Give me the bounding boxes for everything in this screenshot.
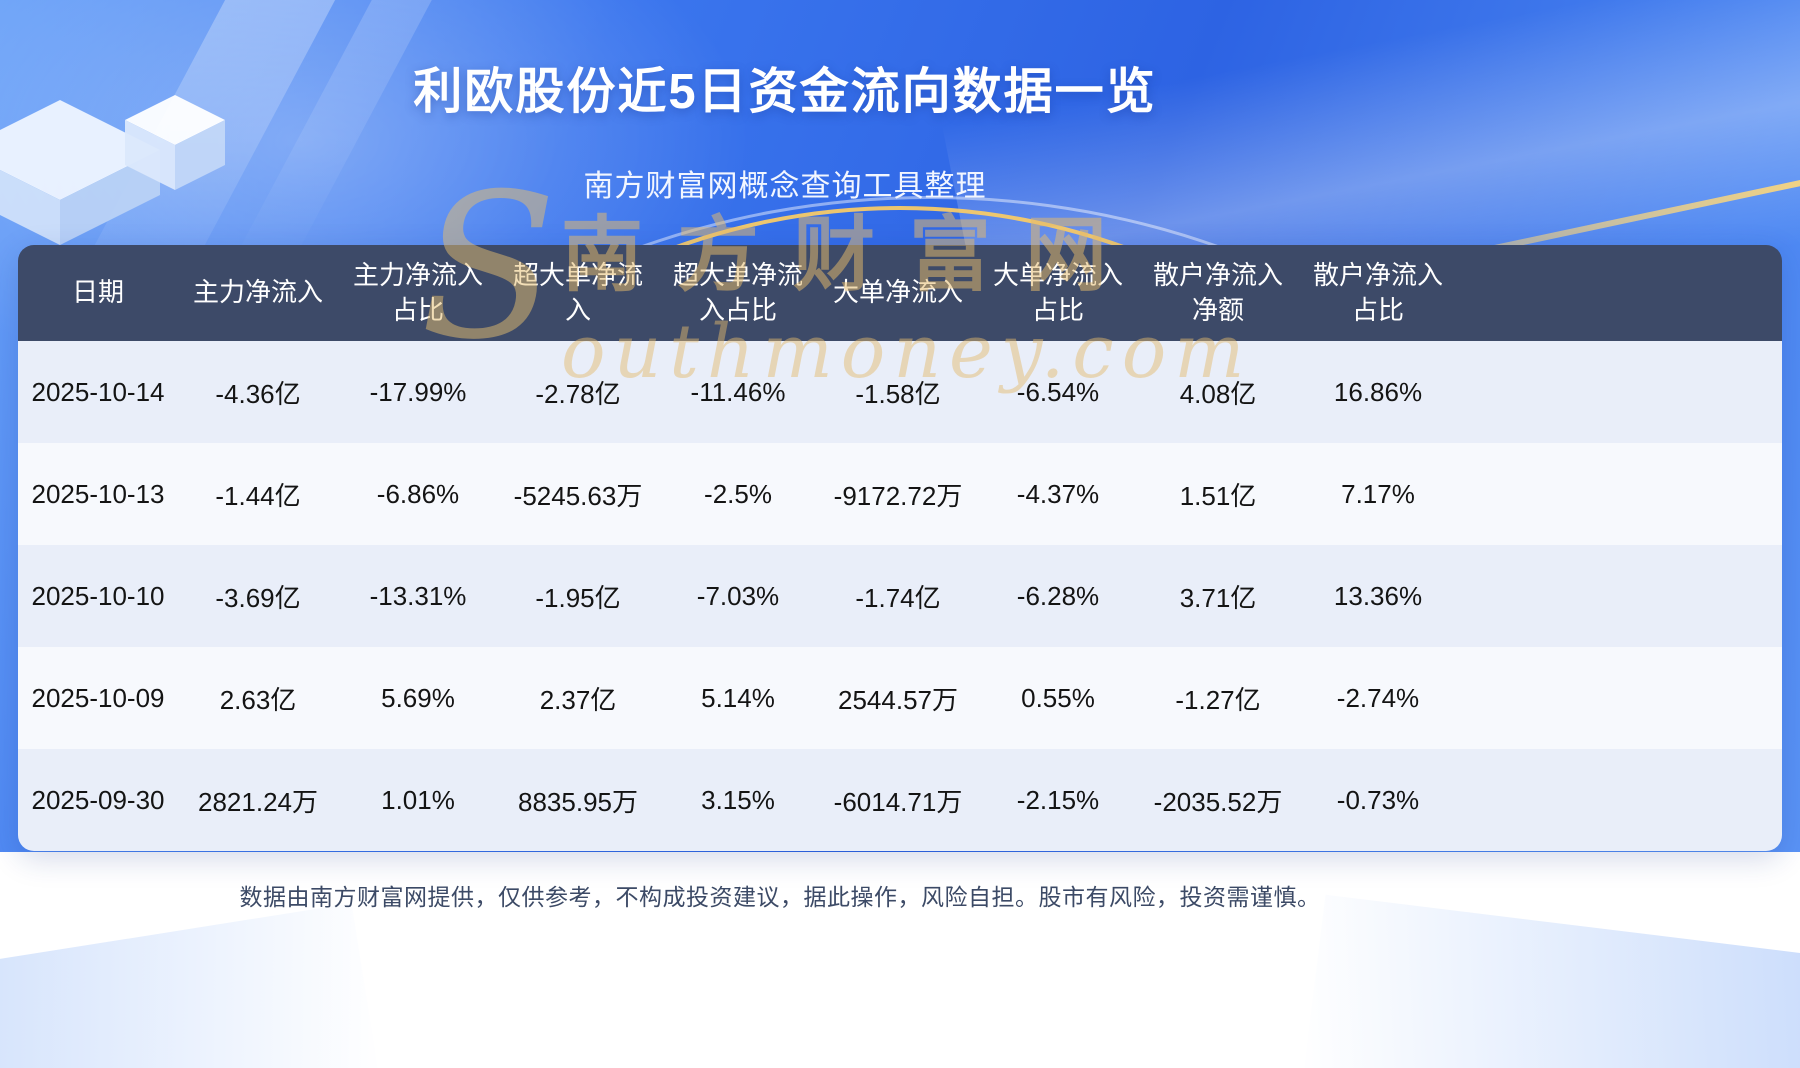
date-cell: 2025-09-30 [18,749,178,851]
value-cell: 1.01% [338,749,498,851]
column-header: 大单净流入 [818,245,978,341]
date-cell: 2025-10-09 [18,647,178,749]
header-filler [1458,245,1782,341]
table-row: 2025-10-10 -3.69亿 -13.31% -1.95亿 -7.03% -1.74… [18,545,1782,647]
date-cell: 2025-10-10 [18,545,178,647]
fund-flow-table: 日期 主力净流入 主力净流入 占比 超大单净流 入超大单净流 入占比 大单净流入 大单净流… [18,245,1782,851]
date-cell: 2025-10-14 [18,341,178,443]
value-cell: 13.36% [1298,545,1458,647]
table-header-row: 日期 主力净流入 主力净流入 占比 超大单净流 入超大单净流 入占比 大单净流入 大单净流… [18,245,1782,341]
footer: 数据由南方财富网提供，仅供参考，不构成投资建议，据此操作，风险自担。股市有风险，… [0,852,1800,1068]
column-header: 主力净流入 占比 [338,245,498,341]
value-cell: 8835.95万 [498,749,658,851]
value-cell: -9172.72万 [818,443,978,545]
value-cell: 2.63亿 [178,647,338,749]
value-cell: -2.15% [978,749,1138,851]
row-filler [1458,647,1782,749]
value-cell: -2.74% [1298,647,1458,749]
date-cell: 2025-10-13 [18,443,178,545]
column-header: 散户净流入 占比 [1298,245,1458,341]
value-cell: -1.44亿 [178,443,338,545]
value-cell: 0.55% [978,647,1138,749]
value-cell: 2.37亿 [498,647,658,749]
row-filler [1458,545,1782,647]
table-row: 2025-10-09 2.63亿 5.69% 2.37亿 5.14% 2544.57万 0.… [18,647,1782,749]
value-cell: -6.28% [978,545,1138,647]
value-cell: -0.73% [1298,749,1458,851]
value-cell: -2035.52万 [1138,749,1298,851]
table-row: 2025-10-14 -4.36亿 -17.99% -2.78亿 -11.46% -1.5… [18,341,1782,443]
value-cell: -4.36亿 [178,341,338,443]
value-cell: 7.17% [1298,443,1458,545]
table-row: 2025-10-13 -1.44亿 -6.86% -5245.63万 -2.5% -917… [18,443,1782,545]
value-cell: 16.86% [1298,341,1458,443]
value-cell: 2544.57万 [818,647,978,749]
table-row: 2025-09-30 2821.24万 1.01% 8835.95万 3.15% -601… [18,749,1782,851]
fund-flow-table-grid: 日期 主力净流入 主力净流入 占比 超大单净流 入超大单净流 入占比 大单净流入 大单净流… [18,245,1782,851]
value-cell: -3.69亿 [178,545,338,647]
column-header: 散户净流入 净额 [1138,245,1298,341]
value-cell: 5.14% [658,647,818,749]
value-cell: -2.5% [658,443,818,545]
row-filler [1458,341,1782,443]
value-cell: 4.08亿 [1138,341,1298,443]
corner-decor-left [0,903,383,1068]
value-cell: -6014.71万 [818,749,978,851]
value-cell: -1.95亿 [498,545,658,647]
value-cell: 3.15% [658,749,818,851]
value-cell: -6.54% [978,341,1138,443]
value-cell: -1.74亿 [818,545,978,647]
corner-decor-right [1298,894,1800,1068]
row-filler [1458,443,1782,545]
value-cell: -13.31% [338,545,498,647]
header: 利欧股份近5日资金流向数据一览 南方财富网概念查询工具整理 [0,0,1570,205]
value-cell: -11.46% [658,341,818,443]
value-cell: -17.99% [338,341,498,443]
row-filler [1458,749,1782,851]
value-cell: -1.27亿 [1138,647,1298,749]
disclaimer-text: 数据由南方财富网提供，仅供参考，不构成投资建议，据此操作，风险自担。股市有风险，… [239,884,1321,910]
value-cell: 5.69% [338,647,498,749]
value-cell: -1.58亿 [818,341,978,443]
value-cell: -5245.63万 [498,443,658,545]
column-header: 超大单净流 入 [498,245,658,341]
value-cell: 2821.24万 [178,749,338,851]
value-cell: -7.03% [658,545,818,647]
value-cell: -2.78亿 [498,341,658,443]
column-header: 大单净流入 占比 [978,245,1138,341]
column-header: 主力净流入 [178,245,338,341]
value-cell: 3.71亿 [1138,545,1298,647]
page-title: 利欧股份近5日资金流向数据一览 [413,65,1157,119]
value-cell: -4.37% [978,443,1138,545]
page-subtitle: 南方财富网概念查询工具整理 [583,170,987,203]
value-cell: 1.51亿 [1138,443,1298,545]
column-header: 日期 [18,245,178,341]
column-header: 超大单净流 入占比 [658,245,818,341]
value-cell: -6.86% [338,443,498,545]
